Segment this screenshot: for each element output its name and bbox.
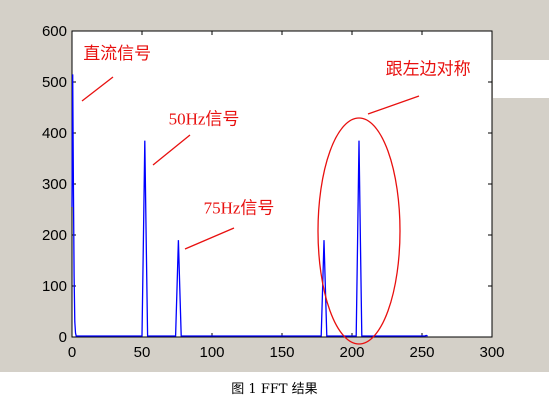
annotation-75hz-signal-text: 75Hz信号 <box>204 199 275 219</box>
x-tick-label: 150 <box>269 344 294 361</box>
annotation-50hz-signal-pointer <box>152 134 191 166</box>
y-tick-label: 400 <box>42 125 67 142</box>
y-tick-label: 100 <box>42 278 67 295</box>
y-tick-label: 500 <box>42 74 67 91</box>
plot-area <box>71 30 493 338</box>
annotation-latin-part: 75Hz <box>204 199 241 218</box>
annotation-symmetric-pointer <box>367 95 420 115</box>
x-tick-label: 300 <box>479 344 504 361</box>
annotation-75hz-signal: 75Hz信号 <box>184 199 275 250</box>
annotation-75hz-signal-pointer <box>184 227 235 250</box>
annotation-symmetric: 跟左边对称 <box>367 59 471 115</box>
y-tick-label: 600 <box>42 23 67 40</box>
figure-caption: 图 1 FFT 结果 <box>231 382 318 397</box>
annotation-symmetric-text: 跟左边对称 <box>386 59 471 79</box>
annotation-cjk-part: 信号 <box>205 109 239 129</box>
symmetry-highlight-ellipse <box>317 117 401 345</box>
annotation-dc-signal-pointer <box>81 76 114 102</box>
series-layer <box>71 74 428 337</box>
annotation-dc-signal: 直流信号 <box>81 44 151 102</box>
x-tick-label: 0 <box>68 344 76 361</box>
y-tick-label: 300 <box>42 176 67 193</box>
x-tick-label: 200 <box>339 344 364 361</box>
annotation-dc-signal-text: 直流信号 <box>83 44 151 64</box>
annotation-cjk-part: 信号 <box>240 199 274 219</box>
y-tick-label: 200 <box>42 227 67 244</box>
annotation-50hz-signal-text: 50Hz信号 <box>169 109 240 129</box>
y-tick-label: 0 <box>59 329 67 346</box>
annotation-latin-part: 50Hz <box>169 109 206 128</box>
x-tick-label: 250 <box>409 344 434 361</box>
right-white-panel <box>493 60 549 98</box>
annotation-50hz-signal: 50Hz信号 <box>152 109 240 166</box>
fft-figure: 0 50 100 150 200 250 300 0 100 200 300 400 500 600 直流… <box>0 0 549 372</box>
fft-series-line <box>71 74 428 337</box>
axis-ticks: 0 50 100 150 200 250 300 0 100 200 300 400 500 600 <box>42 23 505 361</box>
x-tick-label: 50 <box>134 344 151 361</box>
x-tick-label: 100 <box>199 344 224 361</box>
